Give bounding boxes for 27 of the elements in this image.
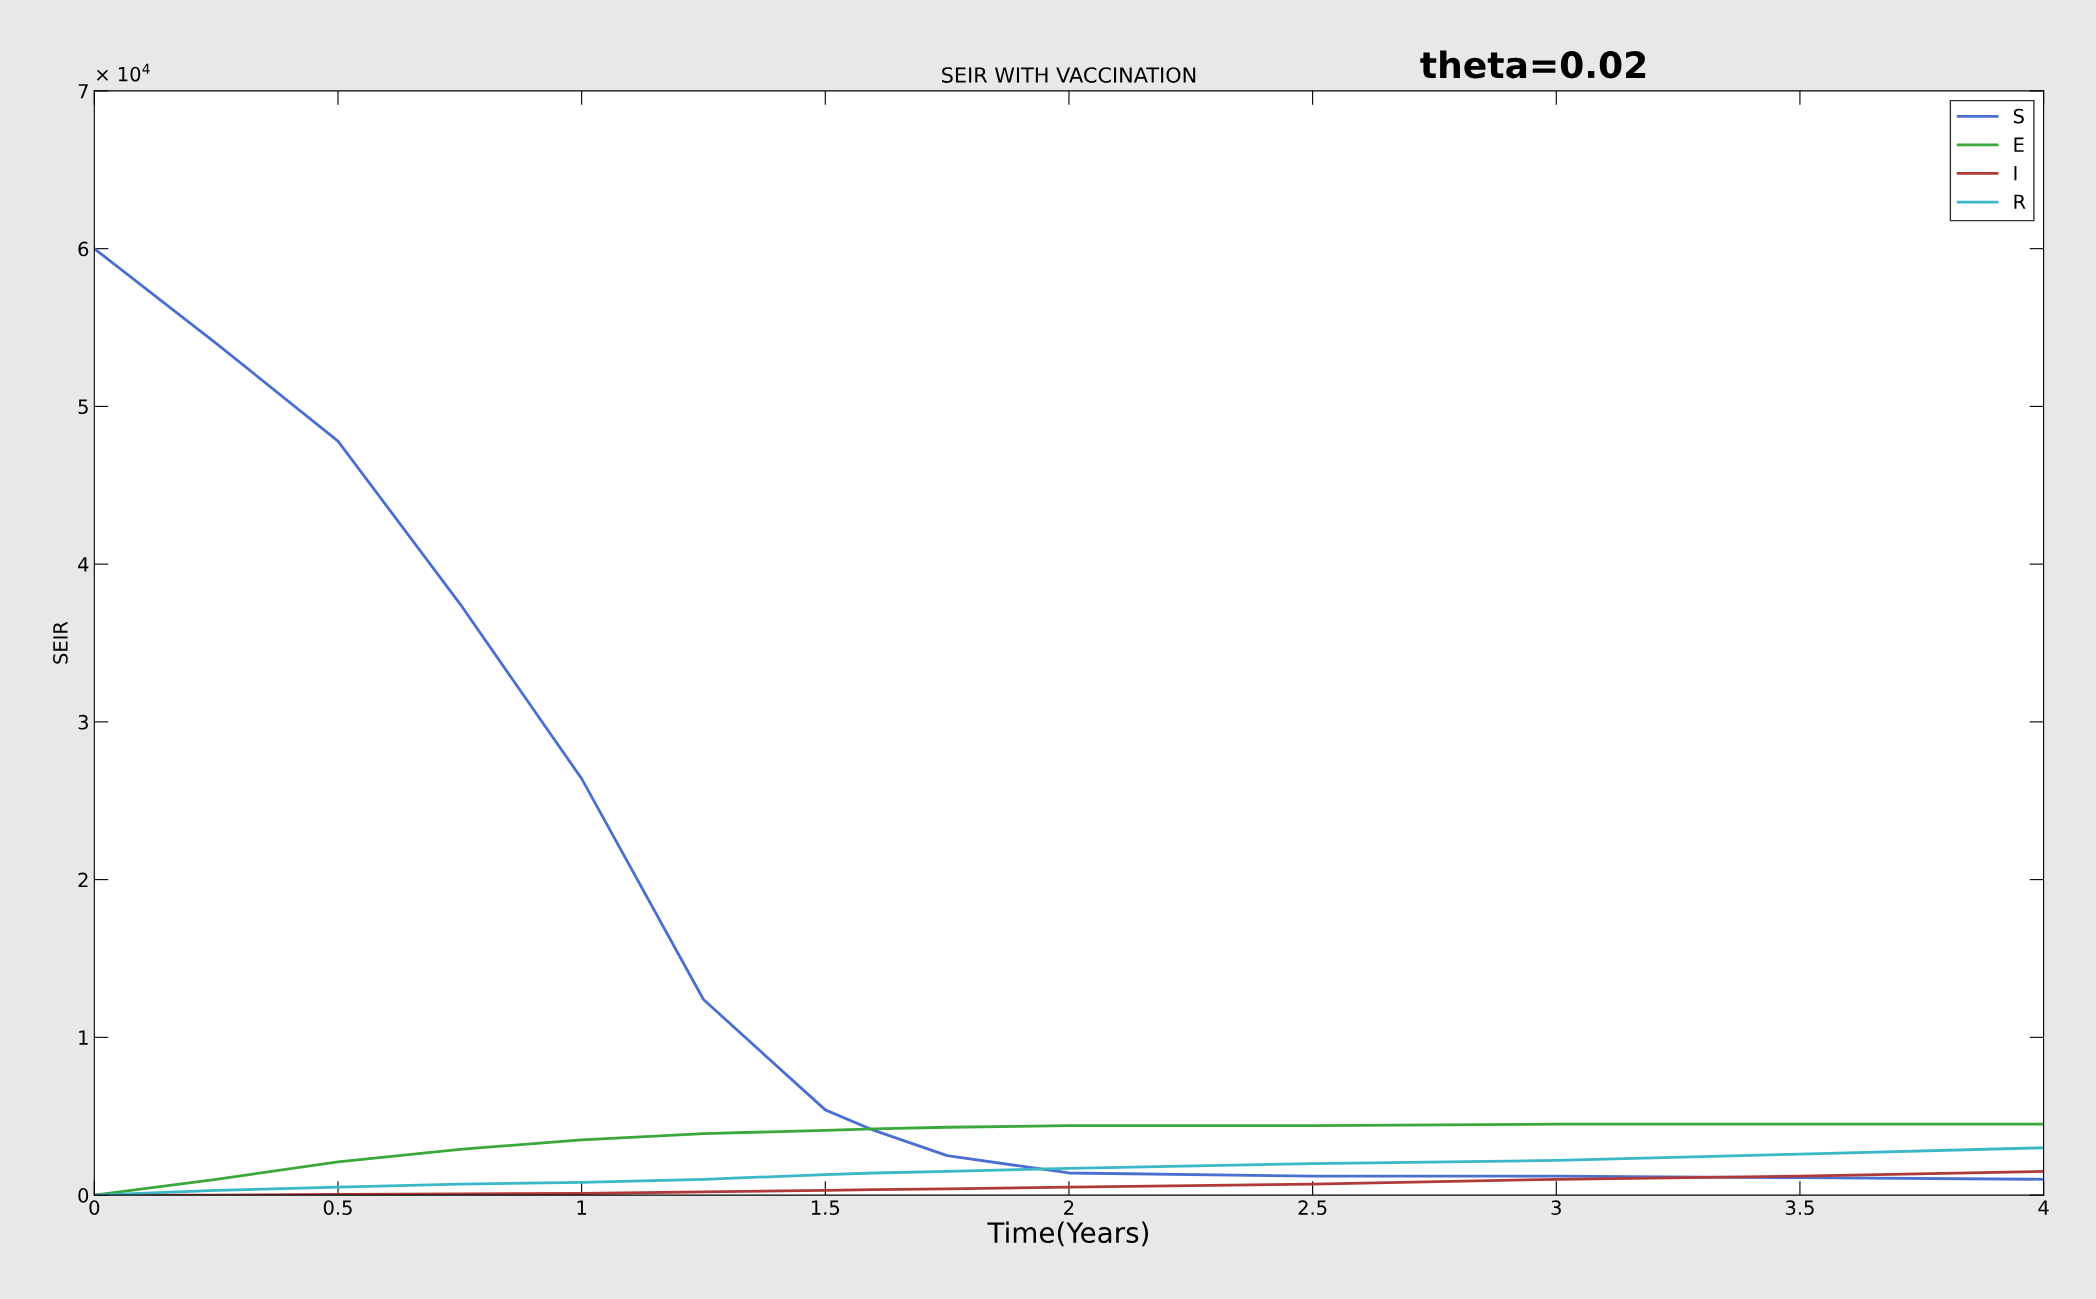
text: theta=0.02 <box>1420 50 1646 79</box>
legend-label: E <box>2014 137 2024 152</box>
x-tick-label: 3.5 <box>1785 1200 1814 1215</box>
legend-label: S <box>2013 108 2024 124</box>
x-tick-label: 2 <box>1064 1200 1074 1215</box>
y-tick-label: 5 <box>78 399 88 415</box>
y-tick-label: 0 <box>78 1188 89 1203</box>
line-series <box>94 247 2044 1181</box>
legend-label: I <box>2014 166 2017 181</box>
x-tick-label: 1.5 <box>811 1200 840 1215</box>
x-tick-label: 0 <box>89 1200 100 1215</box>
y-tick-label: 3 <box>78 714 88 730</box>
legend-label: R <box>2014 194 2026 209</box>
y-axis-title: SEIR <box>53 621 68 664</box>
y-tick-label: 4 <box>78 557 89 572</box>
y-tick-label: 6 <box>78 241 89 257</box>
x-tick-label: 0.5 <box>323 1200 352 1215</box>
y-tick-label: 1 <box>79 1030 88 1045</box>
chart-title: SEIR WITH VACCINATION <box>942 67 1196 83</box>
x-tick-label: 4 <box>2038 1200 2049 1215</box>
y-tick-label: 2 <box>78 872 88 887</box>
x-tick-label: 2.5 <box>1298 1200 1327 1215</box>
y-tick-label: 7 <box>78 84 88 99</box>
x-tick-label: 3 <box>1551 1200 1561 1215</box>
x-axis-title: Time(Years) <box>987 1221 1149 1247</box>
x-tick-label: 1 <box>577 1200 587 1215</box>
text: × 10$^{4}$ <box>96 63 150 82</box>
